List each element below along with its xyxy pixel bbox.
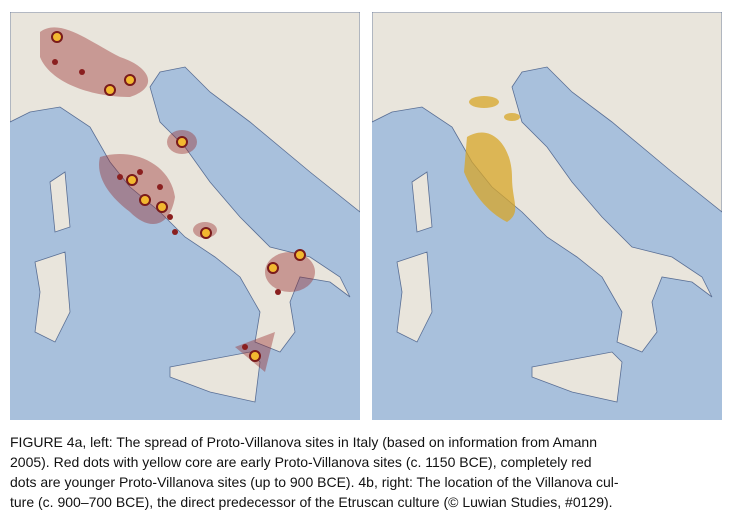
map-left (10, 12, 360, 420)
caption: FIGURE 4a, left: The spread of Proto-Vil… (10, 432, 725, 512)
map-right (372, 12, 722, 420)
caption-line: ture (c. 900–700 BCE), the direct predec… (10, 494, 613, 510)
caption-line: FIGURE 4a, left: The spread of Proto-Vil… (10, 434, 597, 450)
caption-line: 2005). Red dots with yellow core are ear… (10, 454, 592, 470)
caption-line: dots are younger Proto-Villanova sites (… (10, 474, 619, 490)
